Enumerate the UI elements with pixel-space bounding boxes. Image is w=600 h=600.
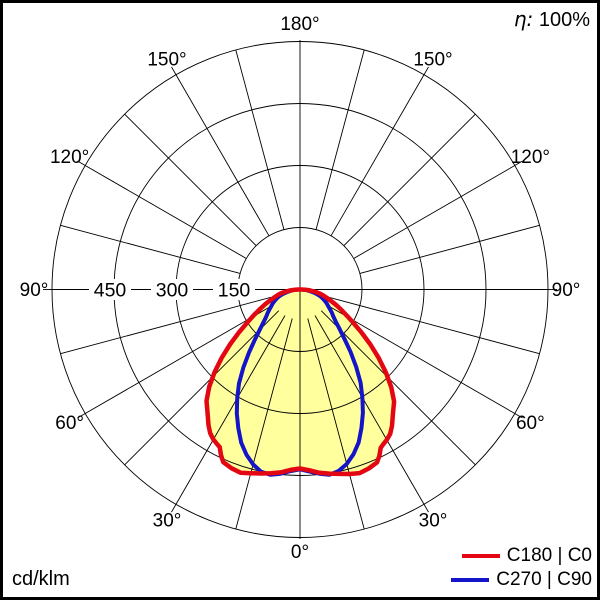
legend-label-c180-c0: C180 | C0 — [506, 545, 592, 566]
legend-row-c180-c0: C180 | C0 — [461, 545, 592, 566]
efficiency-value: 100% — [538, 9, 590, 31]
legend-label-c270-c90: C270 | C90 — [496, 569, 592, 590]
legend-swatch-red — [461, 553, 500, 558]
radial-scale-label: 300 — [156, 280, 189, 302]
angle-label: 30° — [153, 510, 182, 531]
angle-label: 60° — [516, 413, 545, 434]
angle-label: 0° — [291, 542, 309, 563]
polar-grid — [43, 40, 557, 539]
angle-label: 90° — [552, 280, 581, 301]
angle-label: 150° — [413, 50, 452, 71]
legend-row-c270-c90: C270 | C90 — [451, 569, 592, 590]
grid-labels: 0° 30° 30° 60° 60° 90° 90° 120° 120° 150° 150° 180°… — [20, 14, 581, 563]
angle-label: 120° — [511, 147, 550, 168]
radial-scale-label: 150 — [218, 280, 251, 302]
angle-label: 180° — [280, 14, 319, 35]
unit-label: cd/klm — [12, 568, 70, 590]
angle-label: 60° — [55, 413, 84, 434]
angle-label: 90° — [20, 280, 49, 301]
curve-c180-c0 — [204, 287, 397, 477]
angle-label: 120° — [50, 147, 89, 168]
angle-label: 150° — [147, 50, 186, 71]
legend: C180 | C0 C270 | C90 — [451, 545, 592, 590]
efficiency-readout: η: 100% — [514, 7, 590, 32]
angle-label: 30° — [419, 510, 448, 531]
radial-scale-label: 450 — [94, 280, 127, 302]
legend-swatch-blue — [451, 577, 490, 582]
eta-symbol: η: — [513, 7, 534, 31]
